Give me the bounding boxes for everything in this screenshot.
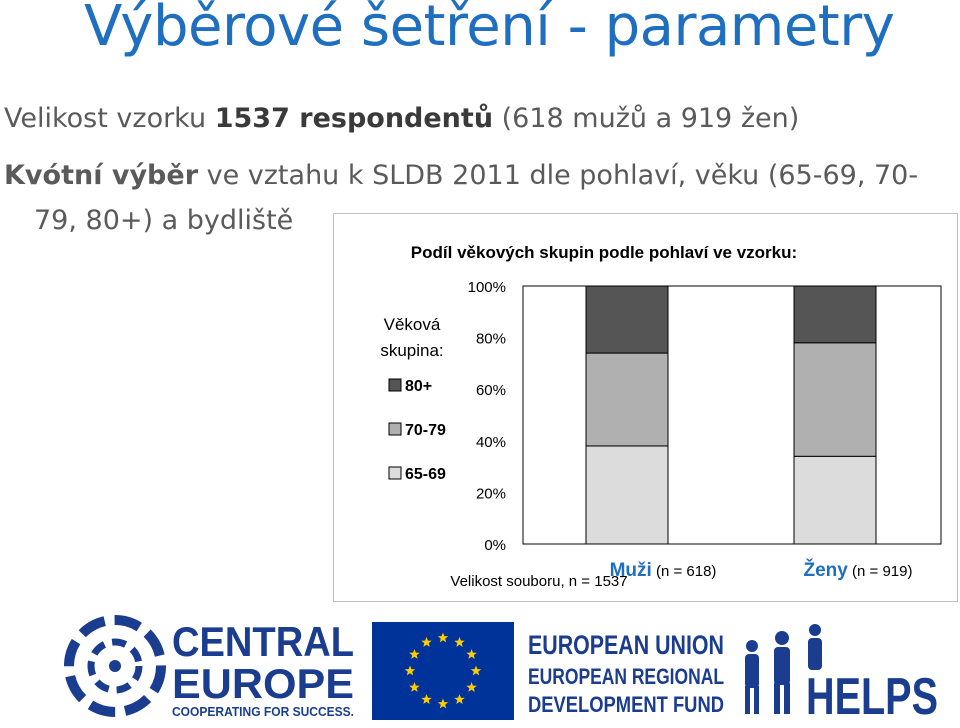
category-label: Ženy (n = 919) <box>804 559 913 581</box>
bar-segment <box>793 285 877 344</box>
eu-line-3: DEVELOPMENT FUND <box>528 692 724 717</box>
y-tick-label: 40% <box>476 434 506 451</box>
eu-flag <box>372 622 514 720</box>
y-tick-label: 100% <box>468 279 506 296</box>
eu-star-icon <box>409 682 420 692</box>
central-europe-emblem-icon <box>64 615 166 717</box>
chart-title: Podíl věkových skupin podle pohlaví ve v… <box>411 243 797 262</box>
central-europe-logo: CENTRAL EUROPE COOPERATING FOR SUCCESS. <box>64 615 354 719</box>
category-labels: Muži (n = 618) Ženy (n = 919) <box>610 559 913 581</box>
europe-word: EUROPE <box>172 660 354 707</box>
legend-label: 65-69 <box>405 466 446 483</box>
quota-bold: Kvótní výběr <box>4 160 199 191</box>
eu-star-icon <box>409 649 420 659</box>
y-tick-label: 20% <box>476 485 506 502</box>
eu-star-icons <box>404 632 482 709</box>
eu-star-icon <box>454 636 465 647</box>
eu-line-1: EUROPEAN UNION <box>528 630 724 660</box>
legend-title: Věková <box>384 315 441 334</box>
legend-swatch <box>388 466 402 480</box>
eu-star-icon <box>404 665 416 676</box>
logo-svg: CENTRAL EUROPE COOPERATING FOR SUCCESS. … <box>64 615 938 726</box>
legend-label: 80+ <box>405 378 432 395</box>
y-tick-label: 80% <box>476 331 506 348</box>
central-word: CENTRAL <box>172 618 354 665</box>
sample-detail: (618 mužů a 919 žen) <box>501 103 800 134</box>
category-label: Muži (n = 618) <box>610 560 717 581</box>
bar-segment <box>585 285 669 354</box>
central-tagline: COOPERATING FOR SUCCESS. <box>172 704 354 719</box>
logo-strip: CENTRAL EUROPE COOPERATING FOR SUCCESS. … <box>0 606 960 726</box>
y-tick-label: 0% <box>484 537 506 554</box>
legend-swatch <box>388 378 402 392</box>
eu-star-icon <box>421 694 432 704</box>
legend-title-line-2: skupina: <box>380 341 443 360</box>
bars <box>585 285 877 545</box>
quota-line: Kvótní výběr ve vztahu k SLDB 2011 dle p… <box>4 153 960 243</box>
y-tick-label: 60% <box>476 382 506 399</box>
slide-title: Výběrové šetření - parametry <box>84 0 895 59</box>
helps-word: HELPS <box>806 668 938 724</box>
sample-count: 1537 respondentů <box>214 103 494 134</box>
quota-text-1: ve vztahu k SLDB 2011 dle pohlaví, věku … <box>206 160 919 191</box>
x-axis-label: Velikost souboru, n = 1537 <box>450 573 627 590</box>
bar-segment <box>585 445 669 545</box>
eu-star-icon <box>437 698 449 709</box>
stacked-bar-chart: Podíl věkových skupin podle pohlaví ve v… <box>380 243 942 590</box>
eu-star-icon <box>421 636 432 647</box>
bar-segment <box>793 455 877 545</box>
plot-frame <box>522 285 942 545</box>
eu-star-icon <box>454 694 465 704</box>
sample-prefix: Velikost vzorku <box>4 103 207 134</box>
sample-size-line: Velikost vzorku 1537 respondentů (618 mu… <box>4 103 799 134</box>
helps-logo: HELPS <box>745 624 938 726</box>
legend-label: 70-79 <box>405 422 446 439</box>
eu-star-icon <box>437 632 449 643</box>
eu-star-icon <box>470 665 482 676</box>
chart-panel: Podíl věkových skupin podle pohlaví ve v… <box>333 213 958 602</box>
bar-segment <box>585 352 669 447</box>
helps-people-icon <box>745 624 822 714</box>
eu-star-icon <box>466 649 477 659</box>
legend-swatch <box>388 422 402 436</box>
erdf-text-logo: EUROPEAN UNION EUROPEAN REGIONAL DEVELOP… <box>528 630 724 717</box>
y-axis: 0% 20% 40% 60% 80% 100% <box>468 279 506 554</box>
quota-text-2: 79, 80+) a bydliště <box>34 205 294 236</box>
eu-line-2: EUROPEAN REGIONAL <box>528 664 724 689</box>
bar-segment <box>793 342 877 457</box>
legend: 80+ 70-79 65-69 <box>388 378 446 483</box>
eu-star-icon <box>466 682 477 692</box>
